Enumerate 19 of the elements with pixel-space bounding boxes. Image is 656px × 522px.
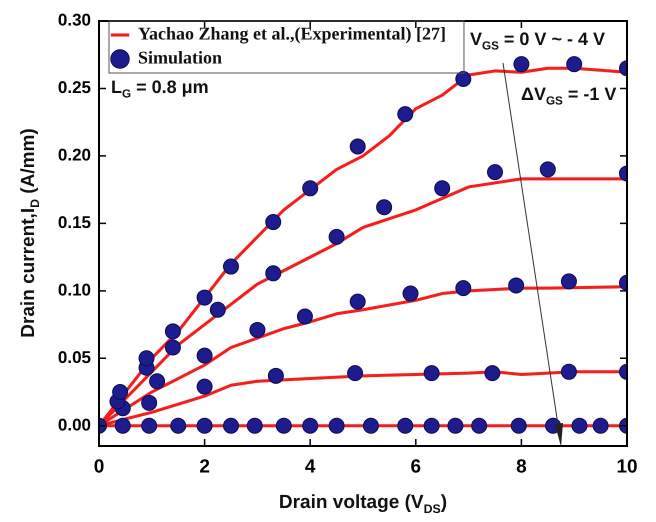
y-tick-label: 0.00 [58,415,91,434]
y-tick-label: 0.05 [58,348,91,367]
legend-label: Simulation [138,48,222,68]
y-tick-label: 0.25 [58,78,91,98]
x-tick-label: 4 [304,456,316,478]
y-tick-label: 0.15 [58,213,91,232]
annotation: V$_{GS}$ = 0 V ~ - 4 V [470,29,605,53]
x-tick-label: 8 [516,456,527,478]
y-tick-label: 0.30 [58,10,91,30]
x-tick-label: 2 [199,456,210,478]
x-tick-label: 0 [94,456,104,478]
x-axis-title: Drain voltage (V$_{DS}$) [278,492,448,516]
annotation: ΔV$_{GS}$ = -1 V [521,84,616,108]
y-tick-label: 0.20 [58,146,91,165]
y-tick-label: 0.10 [58,280,91,300]
annotation: L$_{G}$ = 0.8 μm [111,77,209,101]
legend-label: Yachao Zhang et al.,(Experimental) [27] [138,24,446,44]
x-tick-label: 6 [410,456,422,478]
x-tick-label: 10 [616,456,638,478]
